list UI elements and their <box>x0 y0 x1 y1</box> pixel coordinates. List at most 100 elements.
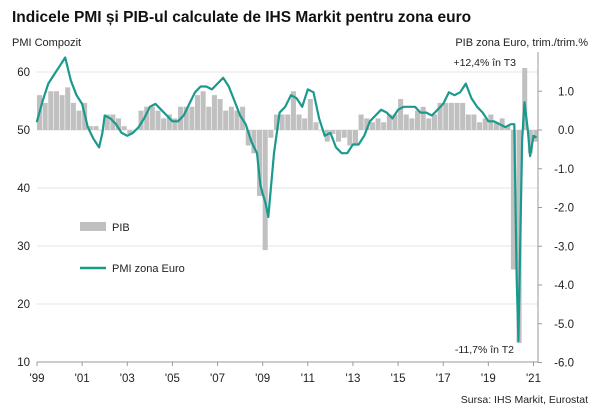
pib-bar <box>533 130 539 142</box>
pib-bar <box>426 118 432 130</box>
left-tick-label: 60 <box>17 67 30 79</box>
pib-bar <box>386 114 392 130</box>
pib-bar <box>448 102 454 130</box>
pib-bar <box>138 110 144 130</box>
annotation-q3: +12,4% în T3 <box>453 57 516 69</box>
left-tick-label: 20 <box>17 299 30 311</box>
right-tick-label: -1.0 <box>554 164 574 176</box>
pib-bar <box>155 110 161 130</box>
pib-bar <box>381 122 387 130</box>
x-axis-ticks: '99 '01 '03 '05 '07 '09 '11 '13 '15 '17 '19 '21 <box>30 362 541 385</box>
pib-bar <box>127 130 133 134</box>
legend-label-pib: PIB <box>112 222 130 234</box>
pib-bar <box>347 130 353 146</box>
pib-bar <box>527 130 533 154</box>
pib-bar <box>313 122 319 130</box>
pmi-line-group <box>35 56 537 343</box>
pib-bar <box>302 118 308 130</box>
pib-bar <box>223 110 229 130</box>
right-axis-ticks: 1.0 0.0 -1.0 -2.0 -3.0 -4.0 -5.0 -6.0 <box>538 86 574 370</box>
x-tick-label: '19 <box>481 373 496 385</box>
pib-bar <box>477 122 483 130</box>
pib-bar <box>437 102 443 130</box>
pib-bar <box>53 91 59 130</box>
pib-bar <box>48 91 54 130</box>
pib-bar <box>104 114 110 130</box>
pib-bar <box>257 130 263 196</box>
pib-bar <box>403 114 409 130</box>
left-tick-label: 10 <box>17 357 30 369</box>
pib-bar <box>352 130 358 146</box>
pib-bar <box>431 114 437 130</box>
pib-bar <box>522 68 528 130</box>
pib-bar <box>358 114 364 130</box>
x-tick-label: '05 <box>165 373 180 385</box>
pib-bar <box>420 106 426 130</box>
x-tick-label: '11 <box>301 373 315 385</box>
chart-title: Indicele PMI și PIB-ul calculate de IHS … <box>12 9 471 26</box>
pib-bar <box>262 130 268 251</box>
pib-bar <box>161 118 167 130</box>
pib-bar <box>460 102 466 130</box>
x-tick-label: '21 <box>526 373 541 385</box>
pib-bar <box>279 114 285 130</box>
right-tick-label: -6.0 <box>554 358 574 370</box>
x-tick-label: '03 <box>120 373 135 385</box>
pib-bar <box>398 99 404 130</box>
x-tick-label: '07 <box>210 373 225 385</box>
right-tick-label: -4.0 <box>554 280 574 292</box>
pib-bar <box>65 87 71 130</box>
annotation-q2: -11,7% în T2 <box>455 344 514 356</box>
pib-bar <box>307 99 313 130</box>
pib-bar <box>245 130 251 146</box>
pib-bar <box>251 130 257 154</box>
legend-label-pmi: PMI zona Euro <box>112 263 185 275</box>
right-axis-label: PIB zona Euro, trim./trim.% <box>455 37 588 49</box>
pib-bar <box>200 91 206 130</box>
pib-bar <box>499 118 505 130</box>
pib-bar <box>115 118 122 130</box>
right-tick-label: -5.0 <box>554 319 574 331</box>
legend: PIB PMI zona Euro <box>80 222 185 275</box>
pib-bar <box>454 102 460 130</box>
pib-bar <box>330 130 336 134</box>
pib-bar <box>59 95 65 130</box>
pib-bar <box>42 102 48 130</box>
pib-bar <box>149 106 155 130</box>
pib-bar <box>121 126 127 130</box>
pib-bar <box>482 118 488 130</box>
left-tick-label: 40 <box>17 183 30 195</box>
pib-bar <box>206 106 212 130</box>
pib-bar <box>510 130 516 270</box>
right-tick-label: -3.0 <box>554 241 574 253</box>
left-axis-ticks: 10 20 30 40 50 60 <box>17 67 30 369</box>
pib-bar <box>471 114 477 130</box>
x-tick-label: '15 <box>391 373 406 385</box>
left-tick-label: 30 <box>17 241 30 253</box>
pib-bar <box>228 106 234 130</box>
pib-bar <box>319 130 325 131</box>
pmi-line <box>35 56 537 343</box>
pib-bar <box>505 126 511 130</box>
x-tick-label: '13 <box>345 373 360 385</box>
x-tick-label: '09 <box>255 373 270 385</box>
pib-bar <box>364 118 370 130</box>
pib-bar <box>409 118 415 130</box>
pib-bar <box>70 102 76 130</box>
pib-bar <box>443 102 449 130</box>
pib-bar <box>99 130 105 131</box>
right-tick-label: 0.0 <box>558 125 574 137</box>
pib-bar <box>273 114 280 130</box>
pib-bar <box>172 118 178 130</box>
pib-bar <box>369 122 375 130</box>
pib-bar <box>290 91 296 130</box>
pib-bar <box>217 99 223 130</box>
pib-bar <box>194 95 201 130</box>
x-tick-label: '17 <box>436 373 451 385</box>
x-tick-label: '01 <box>75 373 90 385</box>
pib-bar <box>76 110 82 130</box>
pib-bar <box>285 114 291 130</box>
pib-bar <box>341 130 347 138</box>
